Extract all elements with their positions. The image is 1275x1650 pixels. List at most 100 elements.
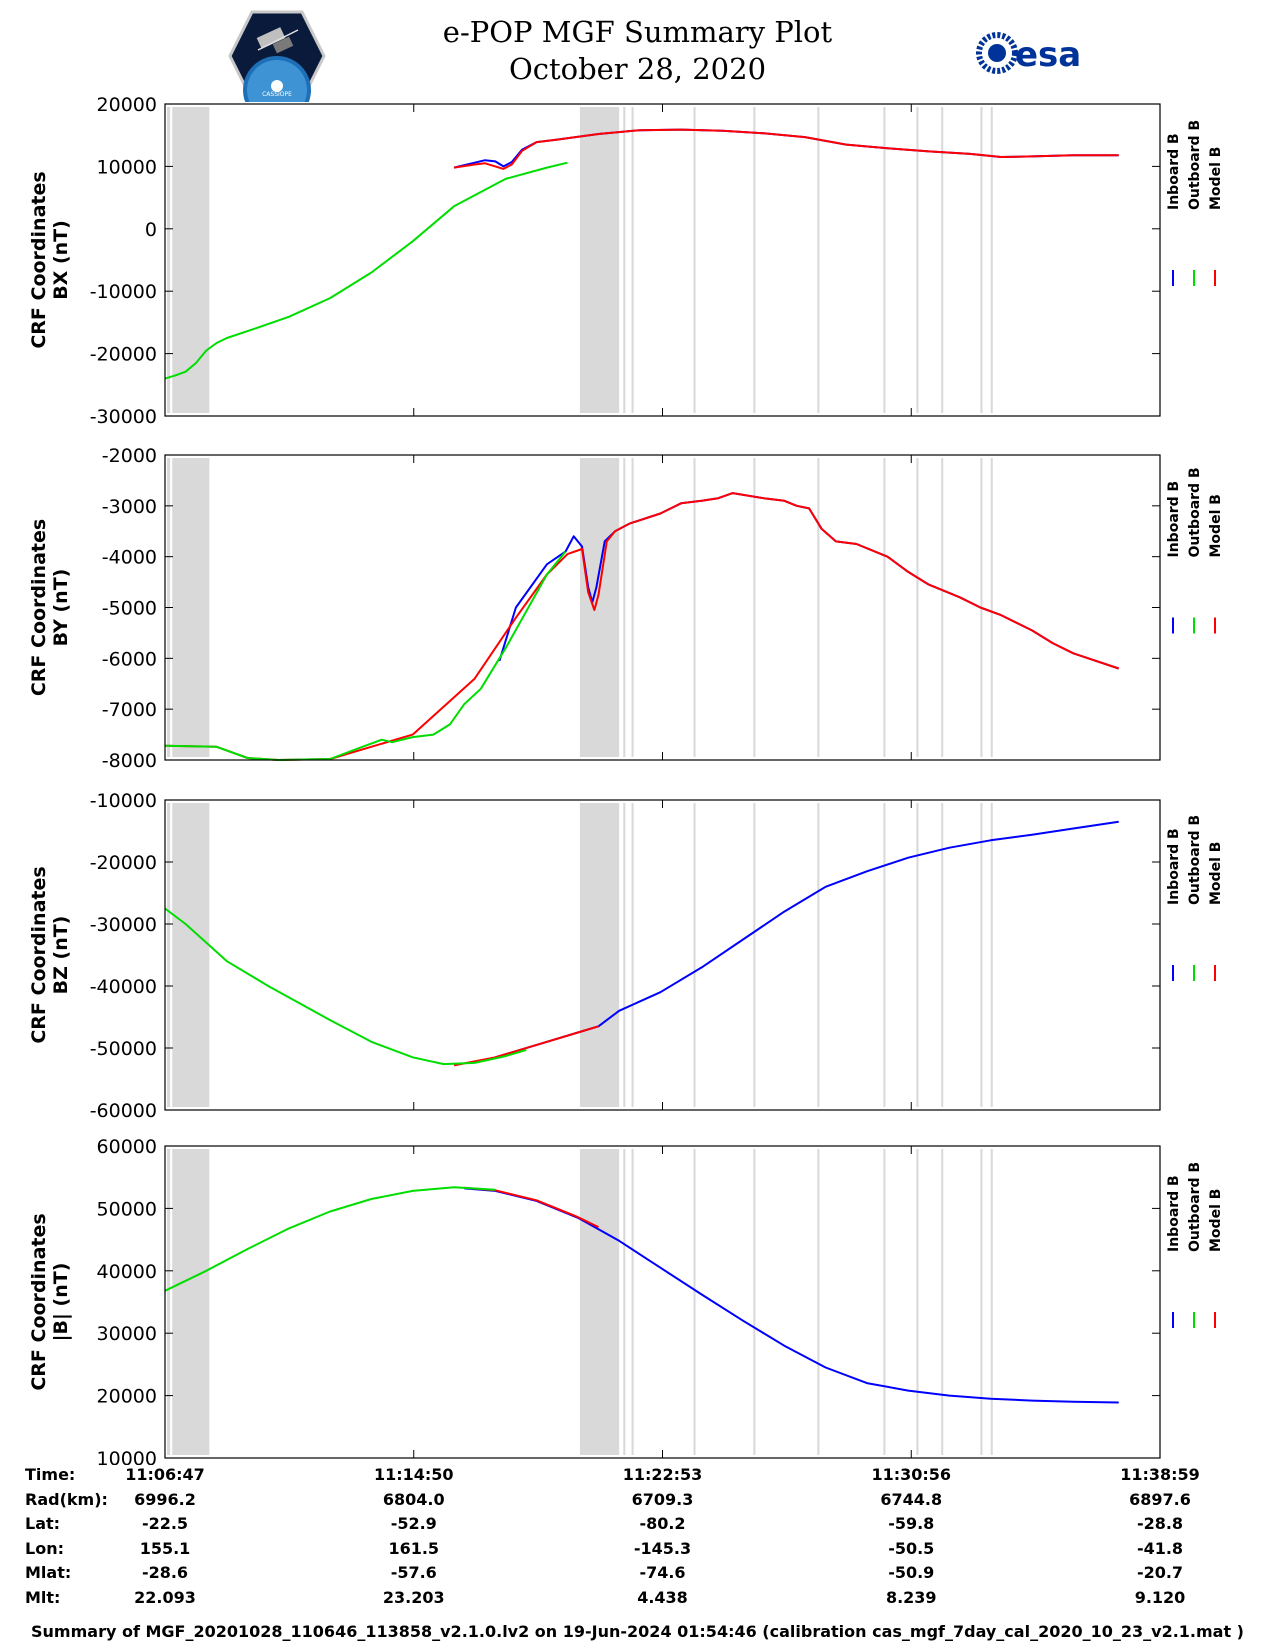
shaded-interval-2 — [579, 107, 620, 413]
y-tick-label: 20000 — [97, 94, 157, 116]
legend-label-outboard: Outboard B — [1187, 467, 1203, 557]
y-axis-label-line-2: BZ (nT) — [50, 916, 72, 995]
info-row: Time: 11:06:47 11:14:50 11:22:53 11:30:56 11:… — [0, 1465, 1275, 1489]
legend-label-outboard: Outboard B — [1187, 815, 1203, 905]
shaded-interval-9 — [916, 458, 919, 757]
y-axis-label-line-2: BX (nT) — [50, 220, 72, 300]
esa-logo: esa — [976, 32, 1081, 75]
plot-frame — [164, 1145, 1161, 1459]
shaded-interval-4 — [631, 1149, 634, 1455]
shaded-interval-1 — [172, 458, 210, 757]
shaded-interval-7 — [817, 107, 820, 413]
shaded-interval-9 — [916, 1149, 919, 1455]
info-row-value: 8.239 — [885, 1587, 937, 1607]
y-tick-label: -7000 — [102, 699, 157, 721]
shaded-interval-5 — [693, 1149, 696, 1455]
y-axis-label-line-1: CRF Coordinates — [28, 1213, 50, 1390]
shaded-interval-1 — [172, 803, 210, 1107]
shaded-interval-1 — [172, 1149, 210, 1455]
shaded-interval-9 — [916, 107, 919, 413]
y-tick-label: -8000 — [102, 750, 157, 772]
info-row-value: -145.3 — [633, 1538, 692, 1558]
info-row-label: Mlt: — [25, 1587, 61, 1607]
info-row: Mlt: 22.093 23.203 4.438 8.239 9.120 — [0, 1588, 1275, 1612]
cassiope-mission-logo: CASSIOPE — [228, 10, 326, 102]
shaded-interval-7 — [817, 1149, 820, 1455]
panel-bmag: 10000 20000 30000 40000 50000 60000 CRF Coordi… — [28, 1136, 1224, 1465]
info-row-value: 4.438 — [637, 1587, 688, 1607]
footer-summary: Summary of MGF_20201028_110646_113858_v2… — [31, 1622, 1244, 1641]
info-row-value: 9.120 — [1134, 1587, 1186, 1607]
shaded-interval-6 — [753, 1149, 756, 1455]
shaded-interval-12 — [990, 803, 993, 1107]
shaded-interval-3 — [623, 1149, 626, 1455]
shaded-interval-8 — [883, 803, 886, 1107]
y-axis-label-line-2: BY (nT) — [50, 569, 72, 647]
info-row-value: -57.6 — [390, 1563, 437, 1582]
shaded-interval-6 — [753, 107, 756, 413]
title-line-1: e-POP MGF Summary Plot — [442, 15, 833, 49]
shaded-interval-2 — [579, 1149, 620, 1455]
mgf-summary-chart: -30000 -20000 -10000 0 10000 20000 CRF Coordin… — [28, 94, 1224, 1465]
info-row-value: -22.5 — [141, 1514, 189, 1533]
shaded-interval-2 — [579, 458, 620, 757]
shaded-interval-1 — [172, 107, 210, 413]
shaded-interval-0 — [167, 1149, 171, 1455]
y-tick-label: 60000 — [97, 1136, 157, 1158]
plot-frame — [164, 454, 1161, 761]
info-row: Mlat: -28.6 -57.6 -74.6 -50.9 -20.7 — [0, 1563, 1275, 1587]
y-tick-label: 40000 — [97, 1261, 157, 1283]
info-row-value: -20.7 — [1136, 1563, 1184, 1582]
y-axis-label-line-1: CRF Coordinates — [28, 866, 50, 1043]
info-row-value: 11:38:59 — [1120, 1465, 1200, 1484]
info-row-value: 11:30:56 — [871, 1465, 952, 1484]
series-inboard-line — [464, 1187, 1119, 1404]
legend-label-outboard: Outboard B — [1187, 120, 1203, 210]
series-model-line — [164, 492, 1120, 761]
y-tick-label: 10000 — [97, 156, 157, 178]
y-tick-label: -3000 — [102, 496, 157, 518]
y-tick-label: -60000 — [90, 1100, 157, 1122]
shaded-interval-10 — [941, 1149, 944, 1455]
shaded-interval-7 — [817, 458, 820, 757]
info-row: Lon: 155.1 161.5 -145.3 -50.5 -41.8 — [0, 1539, 1275, 1563]
info-row-label: Rad(km): — [25, 1489, 108, 1509]
y-tick-label: -30000 — [90, 406, 157, 428]
shaded-interval-8 — [883, 107, 886, 413]
info-row-value: -41.8 — [1136, 1538, 1184, 1558]
info-row-value: 161.5 — [388, 1538, 440, 1558]
shaded-interval-0 — [167, 107, 171, 413]
info-row-value: 6897.6 — [1129, 1489, 1191, 1509]
info-row-value: -52.9 — [390, 1514, 437, 1533]
plot-frame — [164, 799, 1161, 1111]
series-outboard-line — [164, 161, 568, 380]
shaded-interval-4 — [631, 107, 634, 413]
shaded-interval-10 — [941, 458, 944, 757]
info-row-value: 6709.3 — [631, 1489, 694, 1509]
shaded-interval-4 — [631, 458, 634, 757]
esa-logo-text: esa — [1015, 35, 1081, 75]
panel-bx: -30000 -20000 -10000 0 10000 20000 CRF Coordin… — [28, 94, 1224, 428]
legend-label-inboard: Inboard B — [1166, 1175, 1182, 1252]
series-outboard-line — [164, 1186, 496, 1292]
shaded-interval-11 — [980, 803, 983, 1107]
series-model-line — [453, 1025, 599, 1067]
legend-label-model: Model B — [1208, 494, 1224, 557]
y-tick-label: -10000 — [90, 790, 157, 812]
y-tick-label: -20000 — [90, 344, 157, 366]
info-row-value: 11:22:53 — [622, 1465, 703, 1484]
shaded-interval-9 — [916, 803, 919, 1107]
panel-bz: -60000 -50000 -40000 -30000 -20000 -10000 CRF … — [28, 790, 1224, 1122]
info-row-label: Time: — [25, 1465, 76, 1484]
legend-label-model: Model B — [1208, 1189, 1224, 1252]
shaded-interval-7 — [817, 803, 820, 1107]
y-tick-label: 10000 — [97, 1448, 157, 1465]
y-tick-label: 20000 — [97, 1386, 157, 1408]
info-row-value: 6744.8 — [880, 1489, 943, 1509]
legend-label-model: Model B — [1208, 842, 1224, 905]
legend-label-model: Model B — [1208, 147, 1224, 210]
shaded-interval-6 — [753, 458, 756, 757]
info-row: Rad(km): 6996.2 6804.0 6709.3 6744.8 6897.6 — [0, 1490, 1275, 1514]
series-outboard-line — [164, 550, 567, 761]
y-axis-label-line-1: CRF Coordinates — [28, 171, 50, 348]
